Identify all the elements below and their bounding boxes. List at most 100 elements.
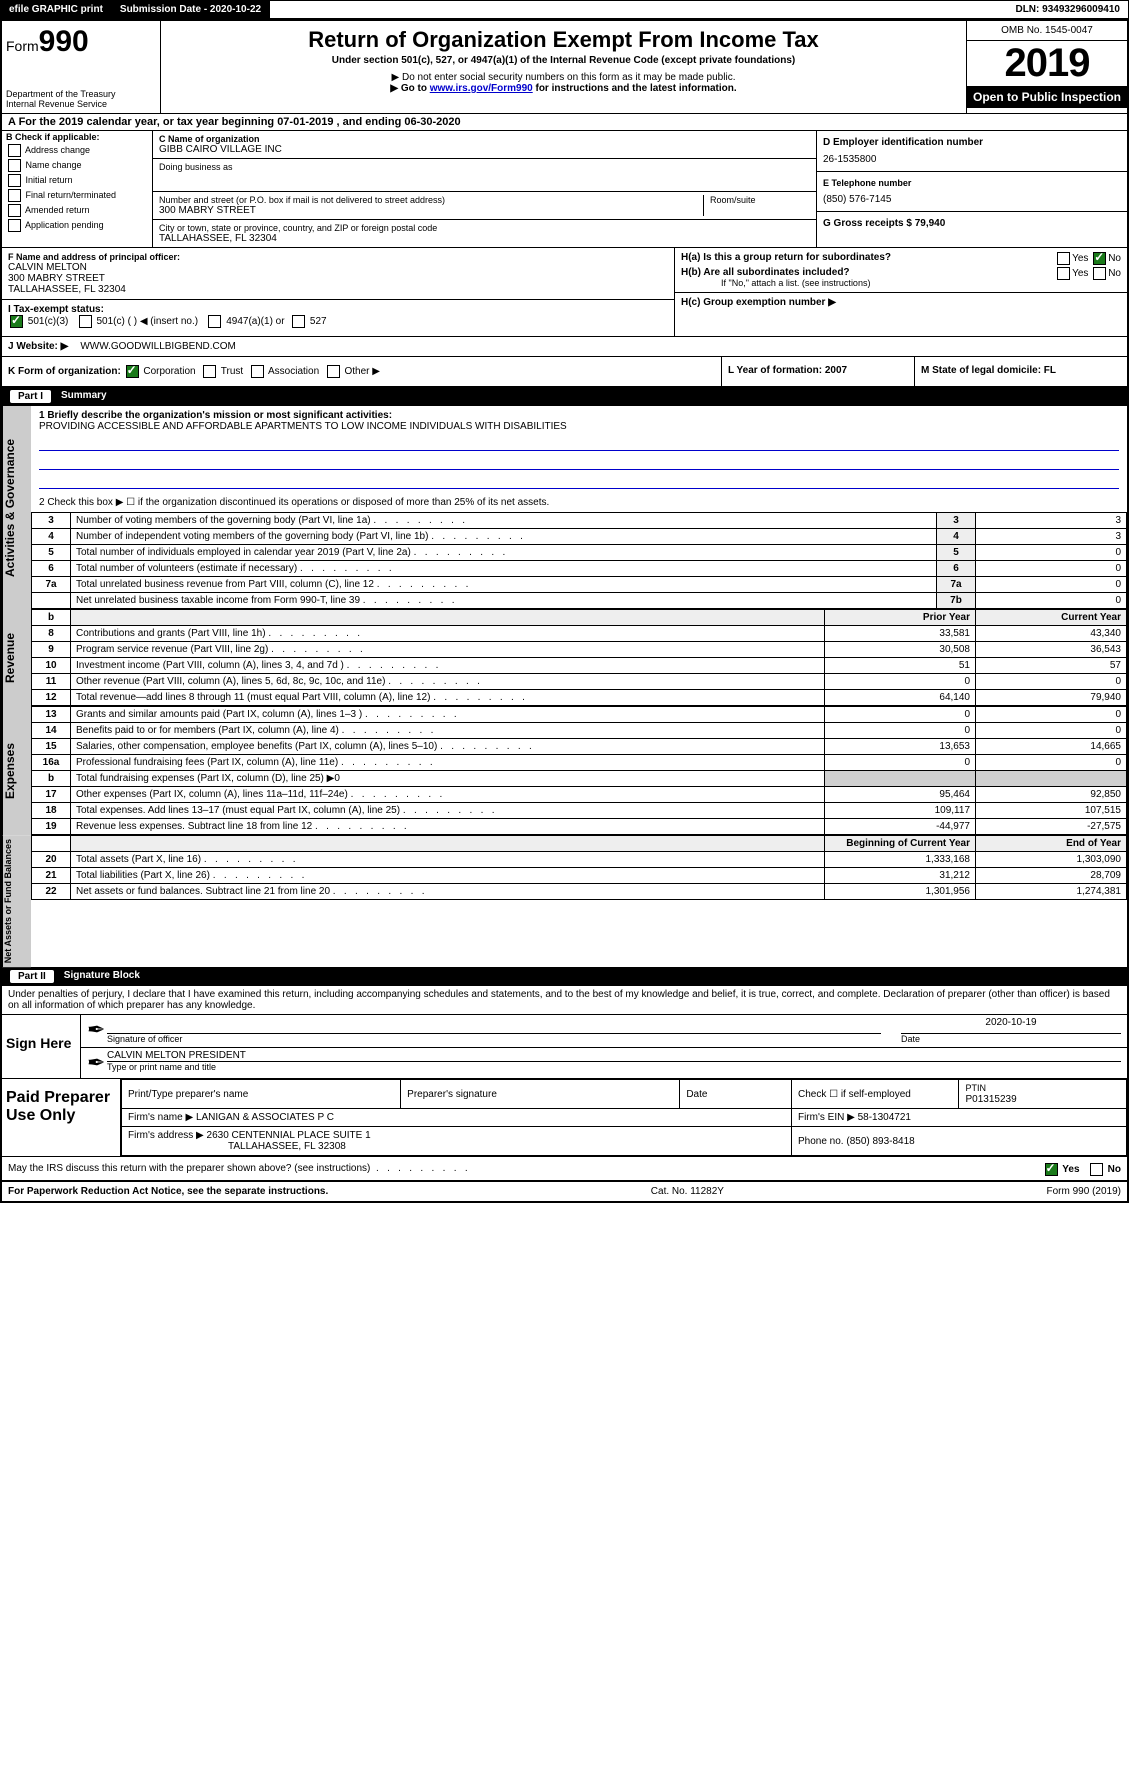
- cb-amended[interactable]: Amended return: [2, 203, 152, 218]
- line-value: 0: [976, 561, 1127, 577]
- current-value: 92,850: [976, 787, 1127, 803]
- paid-label: Paid Preparer Use Only: [2, 1079, 120, 1156]
- prior-value: 0: [825, 707, 976, 723]
- cb-501c[interactable]: [79, 315, 92, 328]
- prior-value: 0: [825, 723, 976, 739]
- cb-4947[interactable]: [208, 315, 221, 328]
- cb-address-change[interactable]: Address change: [2, 143, 152, 158]
- prior-value: 33,581: [825, 626, 976, 642]
- firm-ein: 58-1304721: [858, 1112, 911, 1123]
- ha-no[interactable]: [1093, 252, 1106, 265]
- table-exp: 13 Grants and similar amounts paid (Part…: [31, 706, 1127, 835]
- paid-table: Print/Type preparer's name Preparer's si…: [121, 1079, 1127, 1156]
- l-year: L Year of formation: 2007: [722, 357, 915, 386]
- col-defg: D Employer identification number 26-1535…: [816, 131, 1127, 247]
- opt-assoc: Association: [268, 366, 319, 377]
- line-value: 3: [976, 513, 1127, 529]
- cb-501c3[interactable]: [10, 315, 23, 328]
- row-f-h: F Name and address of principal officer:…: [2, 248, 1127, 337]
- line-num: 17: [32, 787, 71, 803]
- prep-name-label: Print/Type preparer's name: [122, 1080, 401, 1109]
- line-num: 4: [32, 529, 71, 545]
- firm-phone-label: Phone no.: [798, 1136, 844, 1147]
- ein-value: 26-1535800: [823, 154, 1121, 165]
- line-value: 0: [976, 593, 1127, 609]
- hdr-blank: b: [32, 610, 71, 626]
- officer-name: CALVIN MELTON: [8, 262, 668, 273]
- form-prefix: Form: [6, 38, 39, 54]
- line-num: [32, 593, 71, 609]
- current-value: 14,665: [976, 739, 1127, 755]
- ha-yes[interactable]: [1057, 252, 1070, 265]
- line-value: 0: [976, 545, 1127, 561]
- current-value: 43,340: [976, 626, 1127, 642]
- line-num: 22: [32, 884, 71, 900]
- line-ref: 3: [937, 513, 976, 529]
- row-a-period: A For the 2019 calendar year, or tax yea…: [2, 114, 1127, 131]
- discuss-yes[interactable]: [1045, 1163, 1058, 1176]
- row-klm: K Form of organization: Corporation Trus…: [2, 357, 1127, 387]
- line-text: Salaries, other compensation, employee b…: [71, 739, 825, 755]
- vtab-expenses: Expenses: [2, 706, 31, 835]
- line-num: 7a: [32, 577, 71, 593]
- line-text: Total assets (Part X, line 16): [71, 852, 825, 868]
- cb-app-pending[interactable]: Application pending: [2, 218, 152, 233]
- submission-date: Submission Date - 2020-10-22: [112, 1, 270, 18]
- ha-label: H(a) Is this a group return for subordin…: [681, 252, 891, 263]
- cb-assoc[interactable]: [251, 365, 264, 378]
- prior-value: 1,301,956: [825, 884, 976, 900]
- firm-addr-label: Firm's address ▶: [128, 1130, 204, 1141]
- sign-here-label: Sign Here: [2, 1015, 81, 1078]
- line-value: 3: [976, 529, 1127, 545]
- prior-value: -44,977: [825, 819, 976, 835]
- cb-trust[interactable]: [203, 365, 216, 378]
- line-num: 9: [32, 642, 71, 658]
- prior-value: 64,140: [825, 690, 976, 706]
- phone-value: (850) 576-7145: [823, 194, 1121, 205]
- prior-value: 30,508: [825, 642, 976, 658]
- current-value: -27,575: [976, 819, 1127, 835]
- hb-no[interactable]: [1093, 267, 1106, 280]
- cb-final-return[interactable]: Final return/terminated: [2, 188, 152, 203]
- firm-name-label: Firm's name ▶: [128, 1112, 193, 1123]
- header-left: Form990 Department of the Treasury Inter…: [2, 21, 161, 113]
- line-text: Investment income (Part VIII, column (A)…: [71, 658, 825, 674]
- opt-4947: 4947(a)(1) or: [226, 316, 284, 327]
- col-b: B Check if applicable: Address change Na…: [2, 131, 153, 247]
- line-text: Program service revenue (Part VIII, line…: [71, 642, 825, 658]
- cb-other[interactable]: [327, 365, 340, 378]
- line-num: 18: [32, 803, 71, 819]
- city: TALLAHASSEE, FL 32304: [159, 233, 810, 244]
- line-num: 6: [32, 561, 71, 577]
- form-header: Form990 Department of the Treasury Inter…: [2, 21, 1127, 114]
- prior-value: 1,333,168: [825, 852, 976, 868]
- line-text: Total unrelated business revenue from Pa…: [71, 577, 937, 593]
- discuss-no[interactable]: [1090, 1163, 1103, 1176]
- cb-name-change[interactable]: Name change: [2, 158, 152, 173]
- form-container: Form990 Department of the Treasury Inter…: [0, 19, 1129, 1203]
- irs: Internal Revenue Service: [6, 99, 156, 109]
- cb-527[interactable]: [292, 315, 305, 328]
- note-goto: ▶ Go to www.irs.gov/Form990 for instruct…: [169, 83, 958, 94]
- tax-year: 2019: [967, 41, 1127, 86]
- cb-initial-return[interactable]: Initial return: [2, 173, 152, 188]
- line-text: Benefits paid to or for members (Part IX…: [71, 723, 825, 739]
- table-net: Beginning of Current Year End of Year20 …: [31, 835, 1127, 900]
- hdr-prior: Prior Year: [825, 610, 976, 626]
- efile-btn[interactable]: efile GRAPHIC print: [1, 1, 112, 18]
- form-subtitle: Under section 501(c), 527, or 4947(a)(1)…: [169, 55, 958, 66]
- line-text: Total fundraising expenses (Part IX, col…: [71, 771, 825, 787]
- hc-label: H(c) Group exemption number ▶: [675, 292, 1127, 312]
- goto-pre: ▶ Go to: [390, 83, 429, 94]
- firm-addr1: 2630 CENTENNIAL PLACE SUITE 1: [207, 1130, 371, 1141]
- form990-link[interactable]: www.irs.gov/Form990: [430, 83, 533, 94]
- opt-501c: 501(c) ( ) ◀ (insert no.): [96, 316, 198, 327]
- dept-treasury: Department of the Treasury: [6, 89, 156, 99]
- table-gov: 3 Number of voting members of the govern…: [31, 512, 1127, 609]
- hdr-spacer: [71, 836, 825, 852]
- topbar: efile GRAPHIC print Submission Date - 20…: [0, 0, 1129, 19]
- hb-yes[interactable]: [1057, 267, 1070, 280]
- cb-corp[interactable]: [126, 365, 139, 378]
- line-text: Revenue less expenses. Subtract line 18 …: [71, 819, 825, 835]
- paid-preparer-block: Paid Preparer Use Only Print/Type prepar…: [2, 1079, 1127, 1157]
